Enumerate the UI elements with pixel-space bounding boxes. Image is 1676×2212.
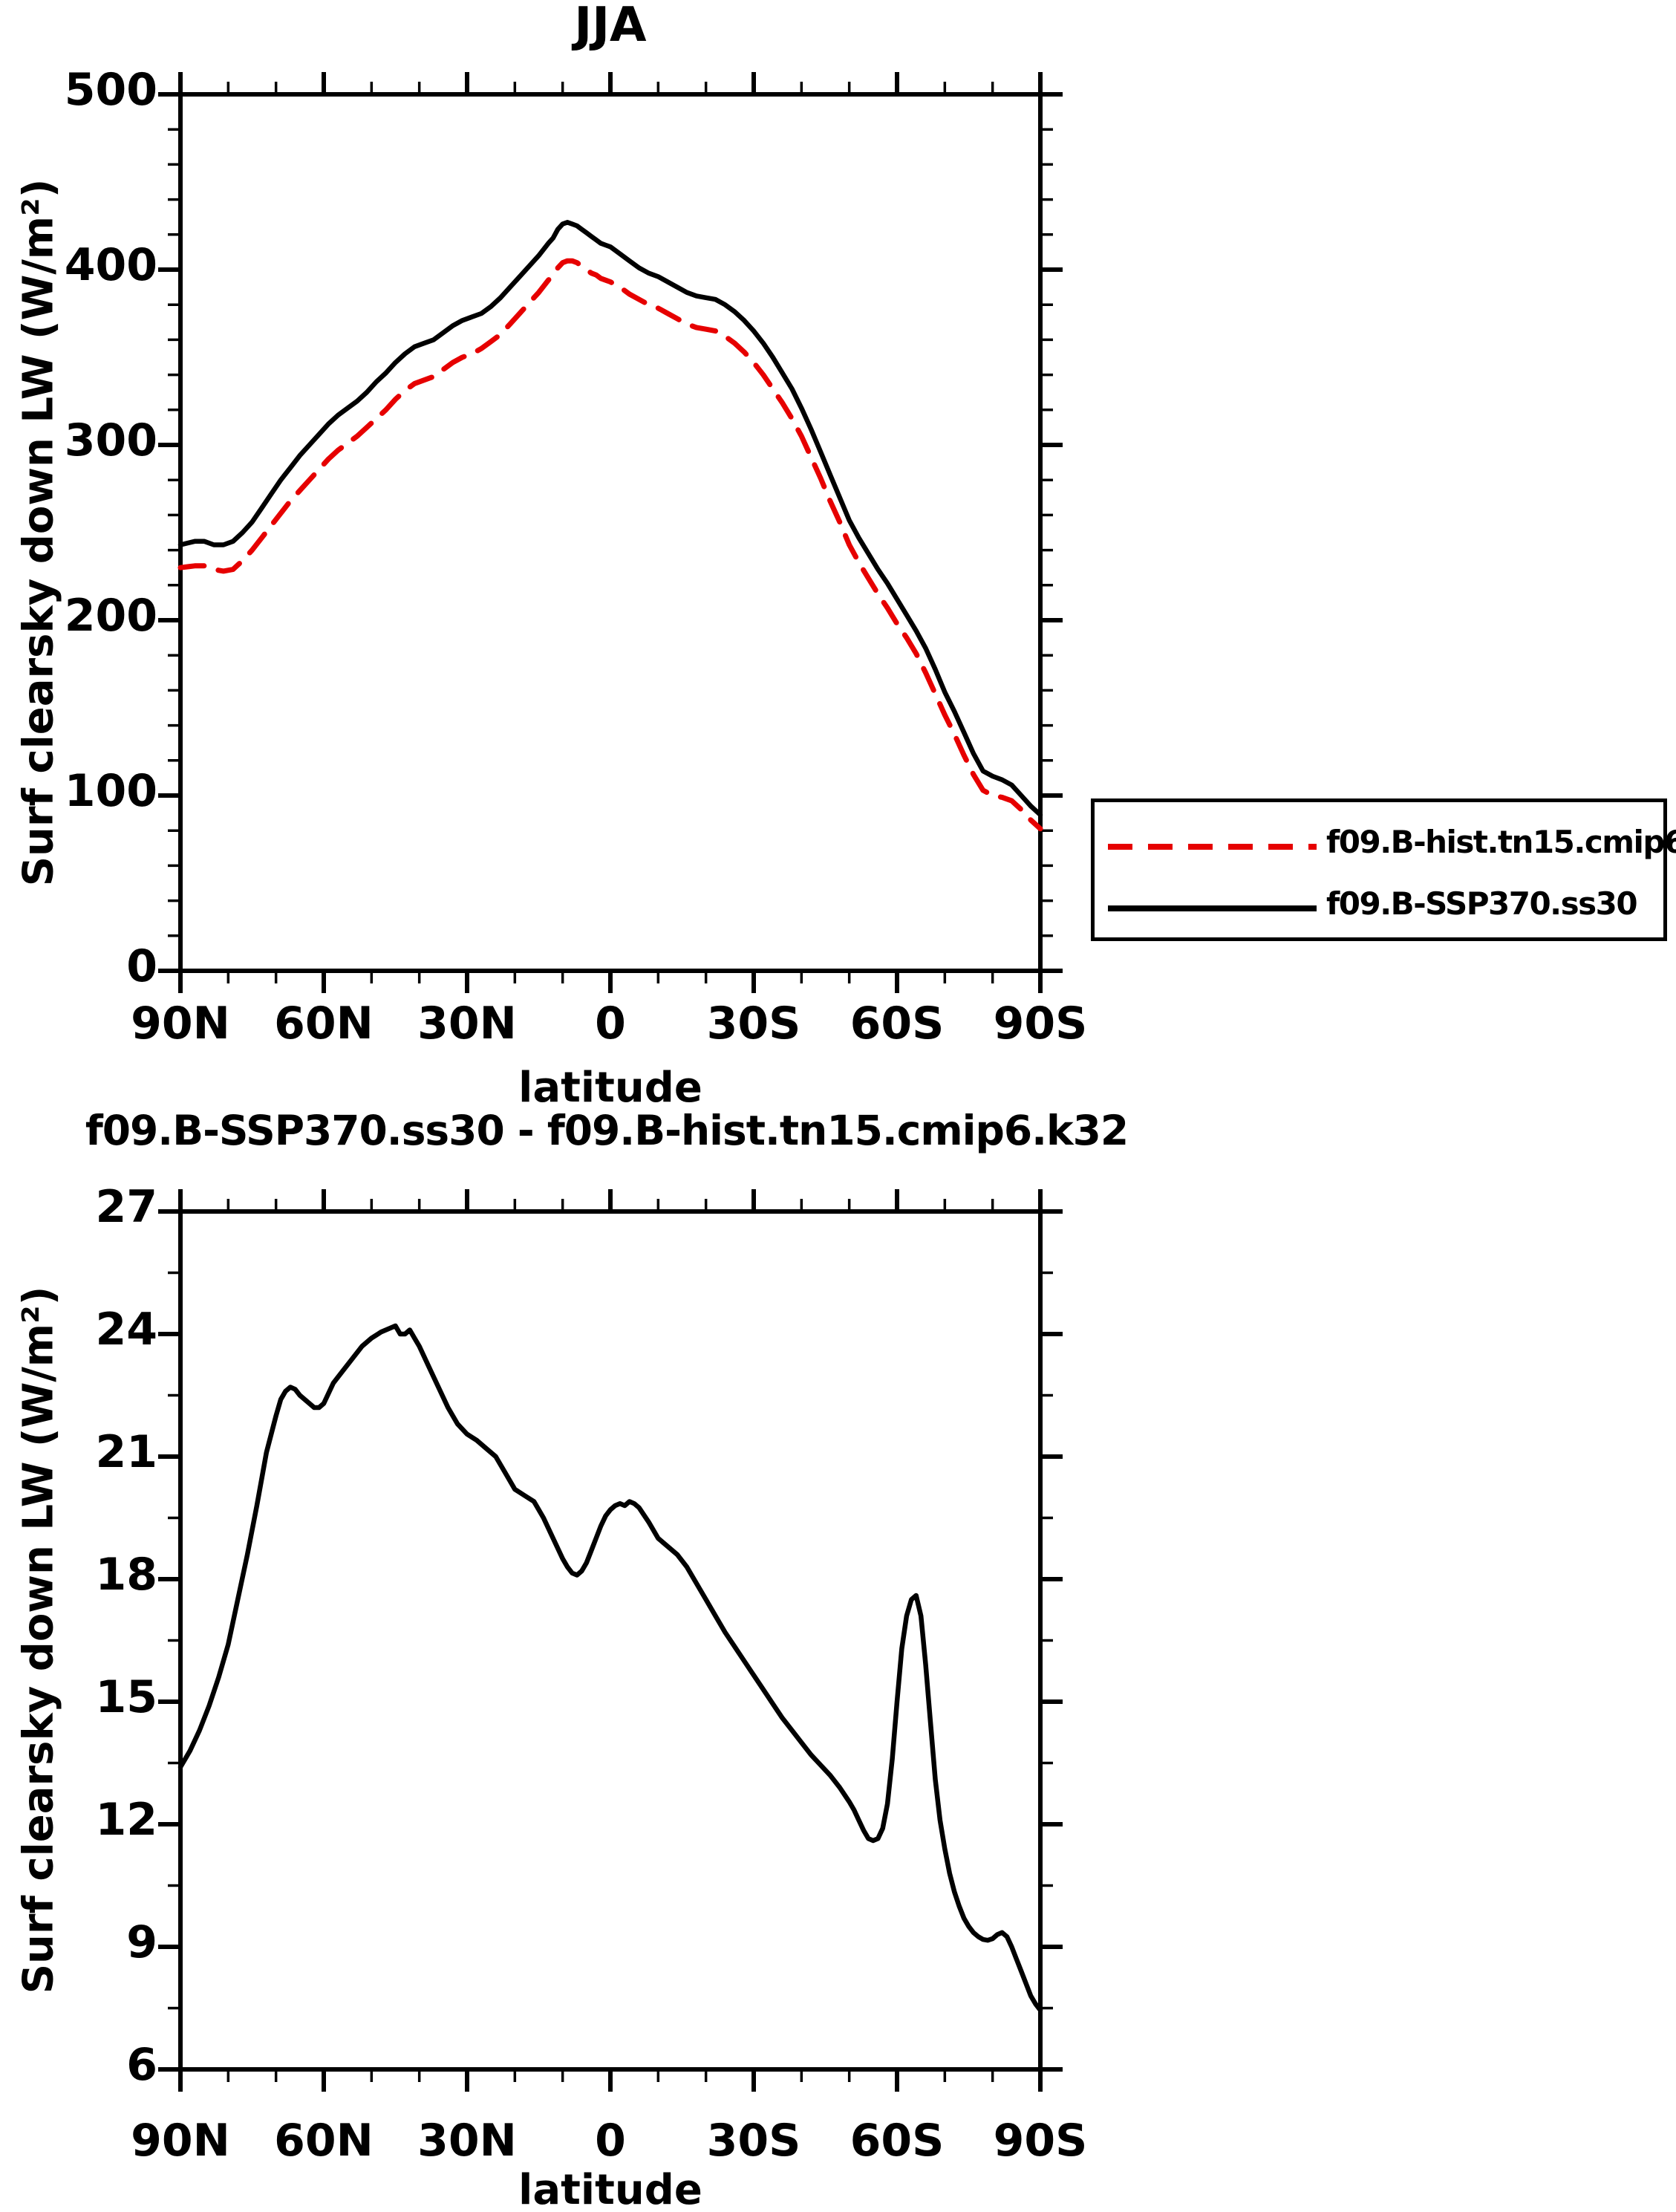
legend: f09.B-hist.tn15.cmip6.k32 f09.B-SSP370.s…	[1091, 798, 1676, 941]
bot-x-tick-label: 60N	[274, 2115, 374, 2167]
hist-dashed-line-sample	[1108, 844, 1317, 850]
ssp-solid-line-sample	[1108, 905, 1317, 911]
bot-y-tick-label: 21	[95, 1426, 158, 1478]
top-x-tick-label: 0	[595, 998, 626, 1050]
bottom-y-axis-title: Surf clearsky down LW (W/m²)	[14, 1286, 63, 1994]
top-x-tick-label: 30S	[706, 998, 801, 1050]
bot-x-tick-label: 90S	[993, 2115, 1088, 2167]
bot-y-tick-label: 24	[95, 1304, 158, 1356]
top-y-tick-label: 300	[64, 414, 157, 466]
bot-series-difference	[177, 1323, 1043, 2013]
bot-y-tick-label: 9	[126, 1916, 157, 1968]
bot-y-tick-label: 6	[126, 2039, 157, 2091]
top-x-tick-label: 90S	[993, 998, 1088, 1050]
top-chart-title: JJA	[574, 0, 647, 53]
top-series-f09-b-hist-tn15-cmip6-k32	[177, 258, 1043, 832]
top-x-tick-label: 90N	[131, 998, 230, 1050]
bot-x-tick-label: 30S	[706, 2115, 801, 2167]
bot-x-tick-label: 0	[595, 2115, 626, 2167]
top-y-tick-label: 0	[126, 940, 157, 992]
bot-y-tick-label: 15	[95, 1671, 158, 1723]
bot-y-tick-label: 18	[95, 1549, 158, 1601]
legend-label-ssp: f09.B-SSP370.ss30	[1326, 885, 1638, 922]
bot-y-tick-label: 27	[95, 1181, 158, 1233]
top-x-axis-title: latitude	[518, 1064, 702, 1112]
top-x-tick-label: 60S	[850, 998, 945, 1050]
legend-label-hist: f09.B-hist.tn15.cmip6.k32	[1326, 824, 1676, 860]
top-x-tick-label: 60N	[274, 998, 374, 1050]
bot-y-tick-label: 12	[95, 1794, 158, 1846]
bot-x-tick-label: 90N	[131, 2115, 230, 2167]
bottom-x-axis-title: latitude	[518, 2166, 702, 2212]
top-x-tick-label: 30N	[417, 998, 517, 1050]
top-series-f09-b-ssp370-ss30	[177, 220, 1043, 818]
top-y-tick-label: 100	[64, 765, 157, 817]
top-y-tick-label: 200	[64, 590, 157, 642]
bot-x-tick-label: 30N	[417, 2115, 517, 2167]
bot-x-tick-label: 60S	[850, 2115, 945, 2167]
bot-plot-box	[178, 1209, 1043, 2072]
top-y-tick-label: 500	[64, 64, 157, 116]
top-plot-box	[178, 92, 1043, 973]
top-y-tick-label: 400	[64, 239, 157, 291]
bottom-chart-title: f09.B-SSP370.ss30 - f09.B-hist.tn15.cmip…	[85, 1107, 1129, 1154]
